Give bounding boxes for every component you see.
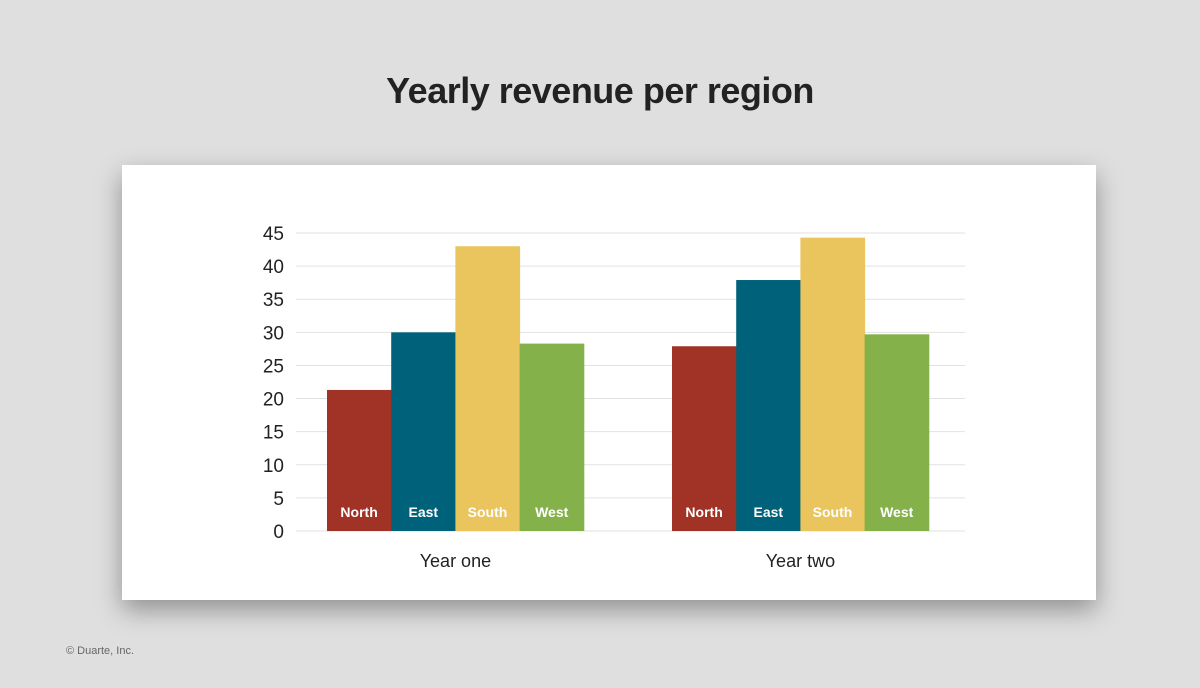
bar-north xyxy=(327,389,392,531)
bar-label: North xyxy=(340,504,377,520)
bar-label: North xyxy=(685,504,722,520)
y-tick-label: 15 xyxy=(263,423,284,444)
y-tick-label: 20 xyxy=(263,390,284,411)
bar-label: West xyxy=(880,504,914,520)
bar-east xyxy=(736,280,801,531)
bar-label: East xyxy=(754,504,784,520)
y-tick-label: 40 xyxy=(263,257,284,278)
y-tick-label: 45 xyxy=(263,224,284,245)
y-tick-label: 30 xyxy=(263,323,284,344)
bar-chart: 0 5 10 15 20 25 30 35 40 45 North East South West Year… xyxy=(263,224,965,571)
bar-north xyxy=(672,346,737,531)
chart-title: Yearly revenue per region xyxy=(386,70,814,111)
bar-south xyxy=(800,237,866,531)
y-tick-label: 0 xyxy=(273,522,284,543)
bar-south xyxy=(455,246,521,531)
bar-east xyxy=(391,332,456,531)
y-tick-label: 25 xyxy=(263,356,284,377)
bar-label: West xyxy=(535,504,569,520)
bar-west xyxy=(519,343,585,531)
chart-card: 0 5 10 15 20 25 30 35 40 45 North East South West Year… xyxy=(122,165,1096,600)
y-tick-label: 5 xyxy=(273,489,284,510)
bar-west xyxy=(864,334,930,531)
bar-label: South xyxy=(468,504,508,520)
x-category-label: Year two xyxy=(766,551,835,571)
x-category-label: Year one xyxy=(420,551,491,571)
bar-label: East xyxy=(409,504,439,520)
y-tick-label: 35 xyxy=(263,290,284,311)
copyright-credit: © Duarte, Inc. xyxy=(66,645,135,657)
y-tick-label: 10 xyxy=(263,456,284,477)
bar-label: South xyxy=(813,504,853,520)
